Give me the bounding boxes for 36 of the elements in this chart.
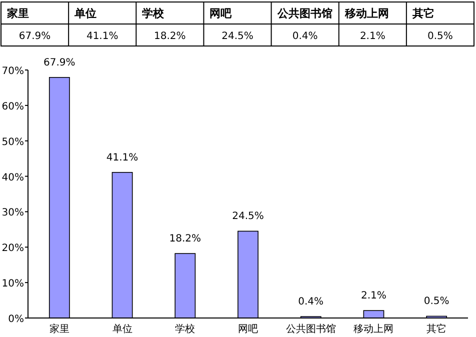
data-label: 0.4% <box>292 31 318 42</box>
category-label: 单位 <box>74 7 97 20</box>
text: 2.1% <box>361 290 386 302</box>
x-tick-label: 单位 <box>112 323 132 335</box>
category-label: 学校 <box>142 7 164 20</box>
text: 18.2% <box>169 234 202 245</box>
x-tick-label: 网吧 <box>238 324 258 335</box>
y-tick-label: 50% <box>2 136 24 148</box>
text: 24.5% <box>232 211 264 222</box>
y-tick-label: 10% <box>2 278 24 290</box>
y-tick-label: 40% <box>2 172 24 184</box>
x-tick-label: 公共图书馆 <box>286 323 336 335</box>
category-label: 其它 <box>412 7 434 20</box>
data-label: 18.2% <box>154 31 186 42</box>
category-label: 网吧 <box>210 7 232 20</box>
text: 67.9% <box>44 57 76 68</box>
y-tick-label: 60% <box>2 101 24 112</box>
data-label: 24.5% <box>222 31 254 42</box>
data-label: 2.1% <box>360 31 386 42</box>
y-tick-label: 70% <box>2 66 24 77</box>
data-label: 67.9% <box>18 31 51 42</box>
x-tick-label: 家里 <box>49 323 70 335</box>
text: 0.5% <box>424 296 450 308</box>
data-label: 41.1% <box>86 31 118 42</box>
y-tick-label: 30% <box>2 208 24 219</box>
y-tick-label: 0% <box>8 314 24 325</box>
category-label: 公共图书馆 <box>277 7 332 20</box>
y-tick-label: 20% <box>2 243 24 254</box>
text: 41.1% <box>106 152 138 164</box>
x-tick-label: 其它 <box>426 323 447 335</box>
data-label: 0.5% <box>428 31 453 42</box>
category-label: 移动上网 <box>344 7 389 20</box>
x-tick-label: 学校 <box>175 323 196 335</box>
text: 0.4% <box>298 296 324 308</box>
x-tick-label: 移动上网 <box>354 323 394 335</box>
category-label: 家里 <box>7 7 29 20</box>
